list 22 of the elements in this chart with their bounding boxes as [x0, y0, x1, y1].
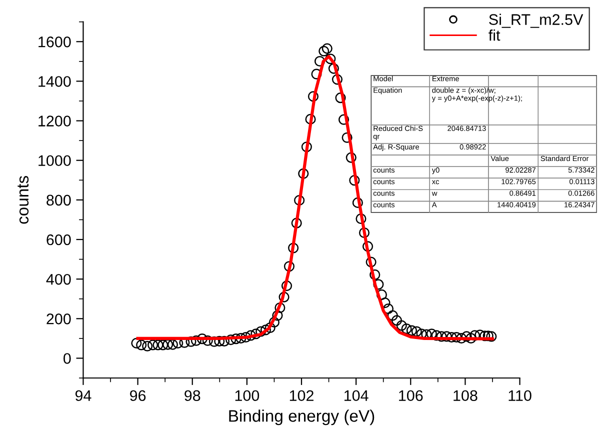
y-tick-label: 0 [64, 353, 71, 364]
x-tick-label: 100 [235, 390, 260, 402]
y-tick-label: 400 [46, 274, 71, 285]
x-tick-label: 104 [344, 390, 368, 402]
y-axis-title: counts [18, 176, 29, 224]
y-tick-label: 800 [46, 194, 71, 206]
y-tick-label: 1400 [38, 76, 71, 87]
x-tick-label: 96 [130, 390, 146, 402]
x-tick-label: 98 [184, 390, 200, 402]
y-tick-label: 1600 [38, 36, 71, 48]
x-axis-title: Binding energy (eV) [229, 410, 374, 426]
x-tick-label: 94 [75, 390, 92, 402]
x-tick-label: 110 [508, 390, 532, 402]
x-tick-label: 102 [290, 390, 314, 402]
x-tick-label: 108 [454, 390, 478, 402]
y-tick-label: 600 [46, 234, 71, 246]
legend-label: Si_RT_m2.5V [489, 14, 584, 28]
y-tick-label: 1200 [38, 116, 71, 126]
y-tick-label: 200 [46, 314, 71, 324]
y-tick-label: 1000 [38, 155, 71, 166]
legend-label: fit [488, 30, 500, 41]
x-tick-label: 106 [399, 390, 423, 402]
